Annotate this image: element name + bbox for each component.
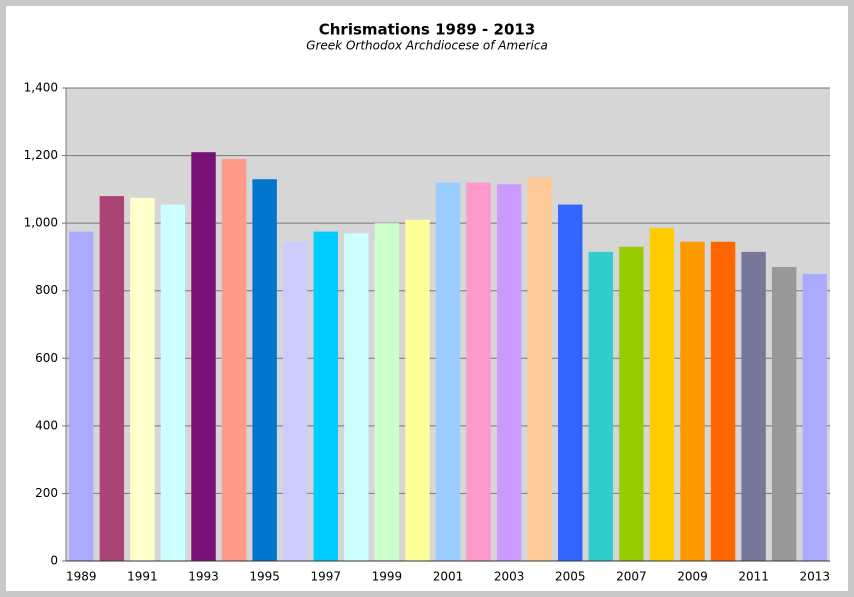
x-tick-label: 1993 xyxy=(188,570,219,584)
x-tick-label: 1989 xyxy=(66,570,97,584)
bar xyxy=(130,197,155,561)
bar xyxy=(313,231,338,561)
y-tick-label: 200 xyxy=(35,486,58,500)
y-tick-label: 1,000 xyxy=(24,216,58,230)
x-tick-label: 2003 xyxy=(494,570,525,584)
x-tick-label: 2013 xyxy=(799,570,830,584)
bar xyxy=(191,152,216,561)
bar xyxy=(344,233,369,561)
bar xyxy=(374,223,400,561)
y-tick-label: 800 xyxy=(35,283,58,297)
x-tick-label: 1997 xyxy=(310,570,341,584)
x-tick-label: 2001 xyxy=(433,570,464,584)
bar xyxy=(252,179,277,561)
y-tick-label: 400 xyxy=(35,418,58,432)
bar xyxy=(496,184,522,561)
x-tick-label: 1991 xyxy=(127,570,158,584)
bar xyxy=(558,204,583,561)
bar xyxy=(435,182,461,561)
bar xyxy=(680,241,705,561)
bar xyxy=(405,219,430,561)
bar xyxy=(588,251,614,561)
bar xyxy=(221,158,247,561)
bar xyxy=(99,196,125,561)
bar xyxy=(527,177,552,561)
y-tick-label: 0 xyxy=(50,554,58,568)
bar xyxy=(649,228,675,562)
bar xyxy=(710,241,736,561)
y-tick-label: 1,400 xyxy=(24,81,58,95)
bar xyxy=(619,246,644,562)
x-tick-label: 2011 xyxy=(738,570,769,584)
bar xyxy=(466,182,491,561)
x-tick-label: 1995 xyxy=(249,570,280,584)
bar xyxy=(69,231,94,561)
x-tick-label: 2007 xyxy=(616,570,647,584)
bar xyxy=(802,273,827,561)
x-tick-label: 2005 xyxy=(555,570,586,584)
bar xyxy=(741,251,766,561)
bar xyxy=(771,267,797,561)
x-tick-label: 2009 xyxy=(677,570,708,584)
y-tick-label: 600 xyxy=(35,351,58,365)
x-tick-label: 1999 xyxy=(372,570,403,584)
chart-title: Chrismations 1989 - 2013 xyxy=(319,21,536,39)
y-tick-label: 1,200 xyxy=(24,148,58,162)
chart-subtitle: Greek Orthodox Archdiocese of America xyxy=(306,39,548,53)
bar xyxy=(282,241,308,561)
bar xyxy=(160,204,186,561)
